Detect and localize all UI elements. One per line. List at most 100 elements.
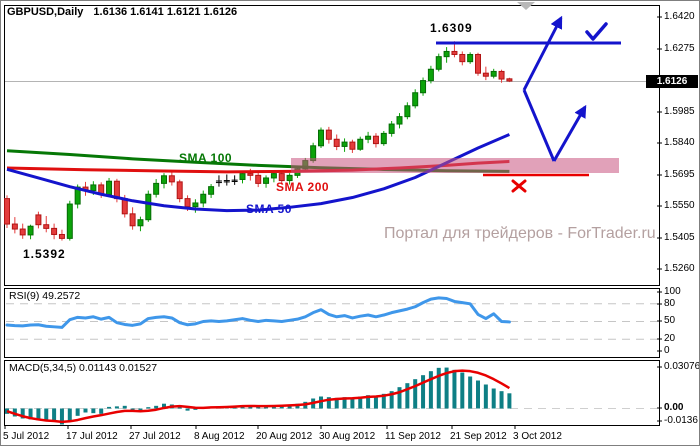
macd-bar xyxy=(381,393,386,409)
candle xyxy=(35,214,42,226)
candle xyxy=(506,78,513,82)
price-tick-label: 1.5405 xyxy=(664,232,695,243)
date-label: 20 Aug 2012 xyxy=(256,431,313,442)
candle xyxy=(106,180,113,195)
macd-bar xyxy=(436,367,441,409)
price-tick-label: 1.5260 xyxy=(664,263,695,274)
candle xyxy=(90,184,97,192)
macd-bar xyxy=(44,408,49,421)
candle xyxy=(184,198,191,208)
macd-bar xyxy=(99,408,104,414)
price-tick-label: 1.5840 xyxy=(664,137,695,148)
date-label: 8 Aug 2012 xyxy=(194,431,245,442)
sma200-label: SMA 200 xyxy=(276,180,330,194)
candle xyxy=(43,224,50,229)
candle xyxy=(475,53,481,74)
macd-bar xyxy=(256,406,261,409)
macd-bar xyxy=(52,408,57,422)
macd-tick-label: 0.03076 xyxy=(664,361,700,372)
macd-bar xyxy=(350,397,355,409)
candle xyxy=(153,182,160,195)
candle xyxy=(286,174,293,182)
candle xyxy=(4,198,10,225)
macd-bar xyxy=(75,408,80,416)
candle xyxy=(263,177,270,184)
macd-bar xyxy=(413,379,418,409)
macd-bar xyxy=(468,376,473,409)
macd-tick-label: -0.0136 xyxy=(664,415,698,426)
candle xyxy=(278,173,285,182)
candle xyxy=(412,92,419,107)
candle xyxy=(435,56,442,70)
small-up-arrow xyxy=(552,104,587,162)
candle xyxy=(459,53,466,63)
macd-bar xyxy=(36,408,41,421)
date-label: 3 Oct 2012 xyxy=(513,431,562,442)
big-up-arrow xyxy=(522,15,563,91)
macd-bar xyxy=(507,393,512,409)
macd-bar xyxy=(334,397,339,409)
macd-bar xyxy=(107,406,112,409)
macd-bar xyxy=(83,408,88,413)
macd-bar xyxy=(358,396,363,409)
macd-tick-label: 0.00 xyxy=(664,402,684,413)
macd-bar xyxy=(421,375,426,409)
date-label: 30 Aug 2012 xyxy=(319,431,376,442)
macd-bar xyxy=(452,369,457,409)
date-label: 27 Jul 2012 xyxy=(129,431,181,442)
macd-bar xyxy=(319,396,323,409)
marked-low-label: 1.5392 xyxy=(23,247,66,261)
support-zone xyxy=(291,158,619,173)
macd-bar xyxy=(20,408,25,419)
scroll-marker-icon xyxy=(517,2,535,10)
candle xyxy=(66,203,73,239)
candle xyxy=(427,68,434,82)
candle xyxy=(208,186,215,195)
rsi-tick-label: 20 xyxy=(664,333,676,344)
candle xyxy=(333,138,340,147)
candle xyxy=(27,225,34,236)
cross-icon xyxy=(511,179,527,193)
watermark-text: Портал для трейдеров - ForTrader.ru xyxy=(384,225,656,242)
candle xyxy=(255,174,262,184)
price-tick-label: 1.6275 xyxy=(664,43,695,54)
date-label: 17 Jul 2012 xyxy=(66,431,118,442)
macd-bar xyxy=(12,408,17,417)
macd-bar xyxy=(162,403,166,409)
macd-bar xyxy=(67,408,72,421)
macd-bar xyxy=(114,406,119,409)
ohlc-values: 1.6136 1.6141 1.6121 1.6126 xyxy=(93,6,238,18)
rsi-tick-label: 80 xyxy=(664,298,676,309)
macd-bar xyxy=(389,391,394,409)
candle xyxy=(341,141,348,147)
candle xyxy=(396,116,403,125)
pullback-line xyxy=(522,89,556,162)
candle xyxy=(388,123,395,134)
candle xyxy=(239,173,246,180)
macd-bar xyxy=(342,397,347,409)
candle xyxy=(51,227,58,235)
chart-title: GBPUSD,Daily 1.6136 1.6141 1.6121 1.6126 xyxy=(7,6,237,18)
macd-bar xyxy=(499,391,504,409)
price-tick-label: 1.5985 xyxy=(664,106,695,117)
rsi-tick-label: 100 xyxy=(664,286,681,297)
candle xyxy=(247,173,254,176)
macd-bar xyxy=(193,408,198,410)
macd-bar xyxy=(146,407,151,409)
macd-bar xyxy=(59,408,64,425)
date-label: 11 Sep 2012 xyxy=(385,431,441,442)
rsi-tick-label: 50 xyxy=(664,315,676,326)
macd-bar xyxy=(28,408,33,420)
candle xyxy=(404,105,411,118)
candle xyxy=(270,173,277,179)
rsi-indicator-label: RSI(9) 49.2572 xyxy=(9,290,81,302)
current-price-tag: 1.6126 xyxy=(646,75,698,88)
date-label: 21 Sep 2012 xyxy=(450,431,507,442)
macd-bar xyxy=(185,408,190,411)
date-label: 5 Jul 2012 xyxy=(3,431,50,442)
macd-bar xyxy=(397,387,402,409)
macd-bar xyxy=(483,384,488,409)
candle xyxy=(145,193,152,221)
